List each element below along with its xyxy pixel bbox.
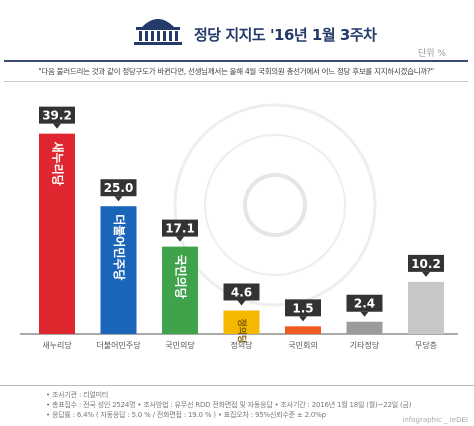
category-label: 국민회의 [288, 340, 317, 350]
bar-4 [223, 310, 260, 334]
value-label-bg [408, 254, 444, 272]
category-label: 무당층 [415, 340, 437, 350]
bar-party-logo-text: 국민의당 [174, 255, 189, 299]
value-label-pointer [114, 196, 123, 202]
value-label-pointer [53, 123, 61, 129]
page-title: 정당 지지도 '16년 1월 3주차 [194, 26, 377, 44]
footer-credit: infographic _ IeDEI [402, 416, 468, 424]
header: 정당 지지도 '16년 1월 3주차 [0, 0, 474, 58]
value-label: 17.1 [165, 222, 195, 236]
value-label-pointer [422, 271, 430, 277]
value-label-pointer [360, 311, 369, 317]
value-label: 10.2 [411, 257, 441, 271]
bar-6 [346, 321, 383, 334]
assembly-seal-watermark-icon [173, 103, 377, 307]
value-label-bg [346, 294, 383, 312]
value-label-pointer [299, 316, 307, 322]
value-label-bg [285, 299, 321, 317]
value-label-pointer [237, 300, 246, 306]
bar-5 [285, 326, 321, 334]
category-label: 기타정당 [350, 340, 380, 350]
bar-party-logo-text: 새누리당 [51, 142, 66, 186]
value-label-bg [223, 283, 260, 301]
footer-source: • 조사기관 : 리얼미터 [46, 391, 109, 399]
category-label: 정의당 [230, 340, 253, 350]
unit-label: 단위 % [418, 49, 446, 59]
bar-2 [100, 206, 137, 334]
footer-method: • 총표집수 : 전국 성인 2524명 • 조사방법 : 유무선 RDD 전화… [46, 401, 412, 409]
national-assembly-logo-icon [134, 19, 182, 45]
value-label: 39.2 [42, 109, 72, 123]
bar-party-logo-text: 정의당 [236, 318, 248, 344]
value-label-pointer [176, 236, 184, 242]
bar-1 [39, 133, 75, 334]
category-label: 더불어민주당 [96, 340, 141, 350]
footer-response-rate: • 응답률 : 6.4% ( 자동응답 : 5.0 % / 전화면접 : 19.… [46, 411, 326, 419]
value-label: 1.5 [292, 301, 313, 315]
value-label-bg [39, 106, 75, 124]
value-label: 25.0 [104, 181, 134, 195]
value-label: 2.4 [354, 297, 375, 311]
bar-7 [408, 281, 444, 334]
bar-party-logo-text: 더불어민주당 [112, 214, 127, 280]
category-label: 국민의당 [165, 340, 195, 350]
value-label: 4.6 [231, 285, 252, 299]
value-label-bg [100, 179, 137, 197]
value-label-bg [162, 219, 198, 237]
bar-3 [162, 246, 198, 334]
category-label: 새누리당 [42, 340, 72, 350]
footer: • 조사기관 : 리얼미터 • 총표집수 : 전국 성인 2524명 • 조사방… [0, 385, 474, 426]
survey-question: "다음 불러드리는 것과 같이 정당구도가 바뀐다면, 선생님께서는 올해 4월… [4, 60, 468, 82]
bar-chart: 39.2새누리당새누리당25.0더불어민주당더불어민주당17.1국민의당국민의당… [20, 106, 458, 350]
